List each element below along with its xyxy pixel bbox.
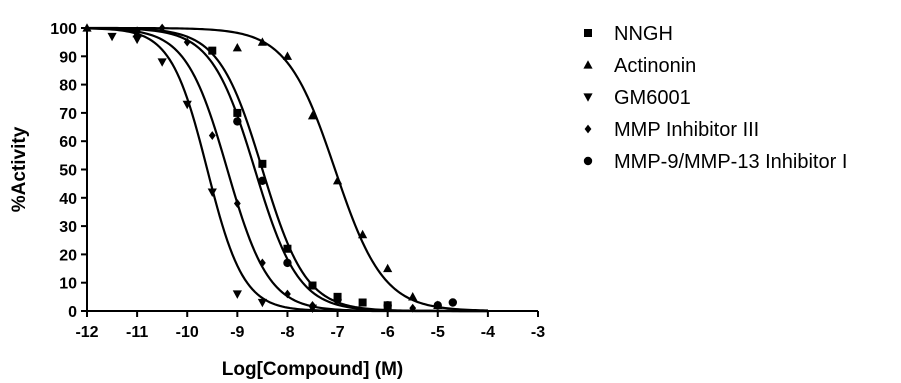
x-tick-label: -10	[176, 324, 199, 341]
y-tick-label: 80	[59, 78, 77, 95]
data-point-mmp-inhibitor-iii	[258, 258, 266, 268]
data-point-nngh	[233, 108, 242, 117]
legend: NNGH Actinonin GM6001 MMP Inhibitor III MMP-…	[583, 23, 847, 173]
data-point-mmp-9-mmp-13-inhibitor-i	[283, 258, 292, 268]
data-point-nngh	[308, 281, 317, 290]
data-point-actinonin	[232, 43, 242, 52]
data-point-nngh	[208, 46, 217, 55]
x-tick-label: -4	[481, 324, 495, 341]
data-point-mmp-9-mmp-13-inhibitor-i	[258, 176, 267, 186]
data-point-gm6001	[257, 298, 267, 308]
legend-marker-actinonin	[583, 60, 593, 69]
y-tick-label: 20	[59, 247, 77, 264]
data-point-mmp-9-mmp-13-inhibitor-i	[383, 301, 392, 310]
data-point-mmp-inhibitor-iii	[233, 199, 241, 208]
y-tick-label: 90	[59, 49, 77, 66]
data-point-actinonin	[332, 176, 343, 185]
x-tick-label: -12	[75, 324, 98, 341]
fit-curve-actinonin	[87, 26, 488, 312]
data-point-mmp-9-mmp-13-inhibitor-i	[233, 117, 242, 126]
x-tick-label: -6	[381, 324, 395, 341]
data-point-mmp-inhibitor-iii	[208, 131, 216, 140]
legend-label-mmp-inhibitor-iii: MMP Inhibitor III	[614, 119, 759, 141]
data-point-gm6001	[157, 58, 167, 67]
data-point-mmp-9-mmp-13-inhibitor-i	[433, 301, 442, 310]
data-point-mmp-inhibitor-iii	[284, 289, 291, 299]
data-point-nngh	[283, 244, 292, 253]
x-tick-label: -11	[126, 324, 148, 341]
legend-label-gm6001: GM6001	[614, 87, 691, 109]
data-point-gm6001	[107, 32, 117, 42]
y-axis-title: %Activity	[9, 126, 30, 212]
x-axis-title: Log[Compound] (M)	[222, 359, 403, 380]
y-tick-label: 100	[50, 21, 77, 38]
fit-curve-nngh	[86, 26, 488, 313]
y-tick-label: 10	[59, 276, 77, 293]
fit-curve-gm6001	[86, 27, 488, 313]
axes: 0 10 20 30 40 50 60 70 80 90 100 -12 -11 -10 -9 -8 -7 -6 -…	[9, 21, 545, 380]
data-point-gm6001	[207, 188, 217, 197]
data-point-mmp-inhibitor-iii	[409, 303, 417, 313]
fit-curve-mmp-inhibitor-iii	[86, 27, 488, 313]
fit-curve-mmp-9-mmp-13-inhibitor-i	[86, 27, 488, 313]
data-point-actinonin	[282, 51, 293, 60]
data-point-nngh	[358, 298, 367, 307]
x-tick-label: -3	[531, 324, 545, 341]
legend-label-actinonin: Actinonin	[614, 55, 696, 77]
data-point-actinonin	[358, 229, 368, 239]
data-point-mmp-inhibitor-iii	[158, 23, 166, 33]
y-tick-label: 60	[59, 134, 77, 151]
data-point-mmp-inhibitor-iii	[133, 26, 141, 36]
y-tick-label: 70	[59, 106, 77, 123]
legend-label-mmp-9-mmp-13-inhibitor-i: MMP-9/MMP-13 Inhibitor I	[614, 151, 847, 173]
data-point-gm6001	[232, 290, 242, 299]
data-point-mmp-9-mmp-13-inhibitor-i	[333, 295, 342, 304]
legend-marker-mmp-9-mmp-13-inhibitor-i	[583, 156, 593, 166]
data-point-actinonin	[408, 292, 418, 301]
data-point-mmp-inhibitor-iii	[183, 37, 191, 47]
y-tick-label: 50	[59, 163, 77, 180]
legend-marker-nngh	[584, 29, 592, 37]
y-tick-label: 30	[59, 219, 77, 236]
x-tick-label: -7	[330, 324, 344, 341]
legend-marker-mmp-inhibitor-iii	[584, 124, 592, 134]
data-point-actinonin	[257, 37, 267, 46]
data-point-gm6001	[182, 100, 192, 110]
legend-label-nngh: NNGH	[614, 23, 673, 45]
data-point-mmp-inhibitor-iii	[309, 300, 316, 310]
data-point-nngh	[258, 159, 267, 168]
plot-area	[82, 23, 488, 313]
data-point-gm6001	[132, 35, 142, 45]
data-point-mmp-9-mmp-13-inhibitor-i	[448, 298, 458, 307]
x-tick-label: -8	[280, 324, 294, 341]
y-tick-label: 40	[59, 191, 77, 208]
x-tick-label: -9	[230, 324, 244, 341]
data-point-actinonin	[307, 110, 318, 120]
y-tick-label: 0	[68, 304, 77, 321]
x-tick-label: -5	[431, 324, 445, 341]
legend-marker-gm6001	[583, 93, 593, 102]
data-point-actinonin	[383, 263, 393, 273]
